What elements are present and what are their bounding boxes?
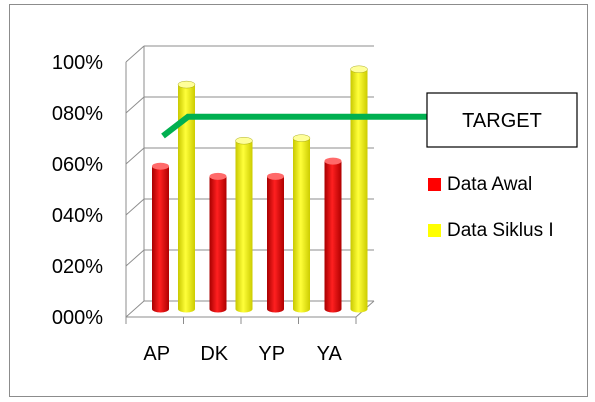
legend-label: Data Siklus I	[447, 220, 554, 241]
bar-body	[324, 161, 342, 309]
legend-label: Data Awal	[447, 174, 532, 195]
bar-top	[209, 172, 227, 180]
bars	[152, 65, 368, 313]
bar-body	[178, 84, 195, 309]
y-tick-label: 000%	[52, 307, 103, 329]
gridline-depth	[125, 96, 145, 114]
bar-top	[177, 80, 196, 89]
bar-body	[209, 176, 227, 309]
x-tick-label: YP	[258, 343, 285, 365]
y-tick-label: 060%	[52, 154, 103, 176]
bar	[292, 134, 311, 313]
target-line	[161, 113, 430, 139]
bar	[209, 172, 227, 313]
bar-body	[293, 138, 310, 309]
y-tick-label: 080%	[52, 103, 103, 125]
target-annotation: TARGET	[161, 92, 578, 148]
bar-body	[267, 176, 284, 309]
bar	[350, 65, 368, 313]
axes: 000% 020% 040% 060% 080% 100% AP DK YP YA	[52, 46, 375, 365]
x-tick-label: AP	[143, 343, 170, 365]
target-label: TARGET	[462, 110, 542, 132]
target-box	[426, 92, 578, 148]
legend-swatch	[428, 224, 441, 237]
gridline-depth	[125, 300, 145, 318]
gridline-depth	[125, 147, 145, 165]
bar	[235, 136, 253, 313]
bar-top	[267, 172, 284, 180]
gridline-depth	[125, 249, 145, 267]
bar-body	[350, 69, 368, 309]
bar	[324, 157, 342, 313]
bar-top	[350, 65, 368, 74]
x-tick-label: YA	[317, 343, 343, 365]
bar-top	[324, 157, 342, 165]
gridline-depth	[125, 198, 145, 216]
bar-top	[152, 162, 169, 170]
gridline-depth	[125, 45, 145, 63]
bar-body	[152, 166, 169, 309]
bar-top	[292, 134, 311, 142]
x-tick-label: DK	[200, 343, 228, 365]
legend: Data Awal Data Siklus I	[428, 174, 554, 241]
y-tick-label: 040%	[52, 205, 103, 227]
legend-swatch	[428, 178, 441, 191]
bar-top	[235, 136, 253, 145]
bar	[152, 162, 169, 313]
bar	[177, 80, 196, 313]
bar	[267, 172, 284, 313]
y-tick-label: 100%	[52, 52, 103, 74]
bar-body	[235, 140, 253, 309]
y-tick-label: 020%	[52, 256, 103, 278]
